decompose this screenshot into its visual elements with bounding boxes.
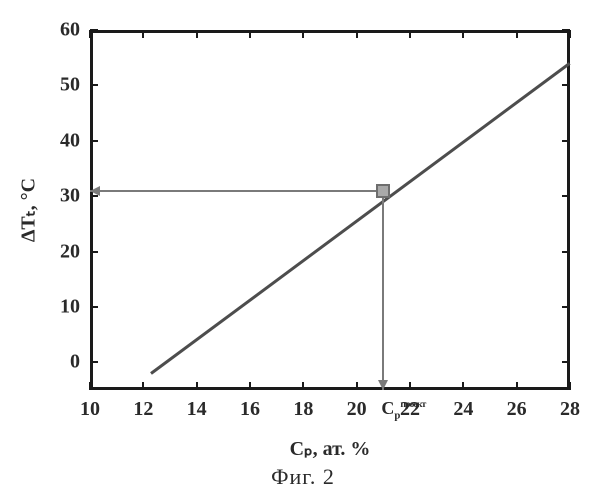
x-tick-mark (516, 30, 518, 38)
x-tick-label: 12 (133, 398, 153, 421)
annot-x-sub: p (394, 410, 400, 422)
x-axis-title: Cₚ, ат. % (290, 436, 371, 461)
x-tick-mark (462, 30, 464, 38)
y-tick-label: 0 (70, 351, 80, 374)
x-tick-mark (89, 30, 91, 38)
y-tick-label: 50 (60, 74, 80, 97)
y-tick-mark (90, 251, 98, 253)
x-tick-mark (462, 382, 464, 390)
annotation-x-label: Cpпроект (381, 398, 425, 422)
x-tick-mark (249, 30, 251, 38)
x-tick-mark (409, 30, 411, 38)
x-tick-mark (249, 382, 251, 390)
figure-caption: Фиг. 2 (271, 464, 335, 490)
x-tick-label: 28 (560, 398, 580, 421)
x-tick-mark (302, 30, 304, 38)
annotation-marker (376, 184, 390, 198)
y-axis-title: ΔTₜ, °C (16, 178, 41, 242)
x-tick-label: 24 (453, 398, 473, 421)
y-tick-mark (90, 140, 98, 142)
y-tick-mark (90, 84, 98, 86)
x-tick-mark (356, 30, 358, 38)
y-tick-mark (562, 140, 570, 142)
y-tick-label: 40 (60, 129, 80, 152)
annotation-vertical-line (382, 191, 384, 390)
x-tick-label: 20 (347, 398, 367, 421)
y-tick-mark (562, 84, 570, 86)
y-tick-mark (562, 195, 570, 197)
x-tick-label: 18 (293, 398, 313, 421)
y-tick-mark (562, 251, 570, 253)
x-tick-mark (409, 382, 411, 390)
arrow-left-icon (90, 186, 100, 196)
x-tick-mark (89, 382, 91, 390)
arrow-down-icon (378, 380, 388, 390)
x-tick-mark (196, 382, 198, 390)
x-tick-mark (142, 382, 144, 390)
y-tick-label: 60 (60, 19, 80, 42)
x-tick-mark (356, 382, 358, 390)
x-tick-mark (196, 30, 198, 38)
annot-x-sup: проект (400, 399, 425, 410)
y-tick-mark (90, 29, 98, 31)
y-tick-mark (562, 306, 570, 308)
x-tick-mark (142, 30, 144, 38)
x-tick-label: 14 (187, 398, 207, 421)
y-tick-mark (90, 361, 98, 363)
x-tick-label: 26 (507, 398, 527, 421)
x-tick-mark (569, 382, 571, 390)
y-tick-mark (90, 306, 98, 308)
x-tick-label: 10 (80, 398, 100, 421)
x-tick-mark (516, 382, 518, 390)
y-tick-label: 30 (60, 185, 80, 208)
annotation-horizontal-line (90, 190, 383, 192)
x-tick-mark (302, 382, 304, 390)
y-tick-label: 10 (60, 295, 80, 318)
x-tick-label: 16 (240, 398, 260, 421)
plot-area (90, 30, 570, 390)
y-tick-mark (562, 361, 570, 363)
annot-x-main: C (381, 398, 394, 418)
x-tick-mark (569, 30, 571, 38)
figure-root: ΔTₜ, °C Фиг. 2 Cₚ, ат. % 0 10 20 30 40 50 60 10… (0, 0, 606, 500)
y-tick-label: 20 (60, 240, 80, 263)
